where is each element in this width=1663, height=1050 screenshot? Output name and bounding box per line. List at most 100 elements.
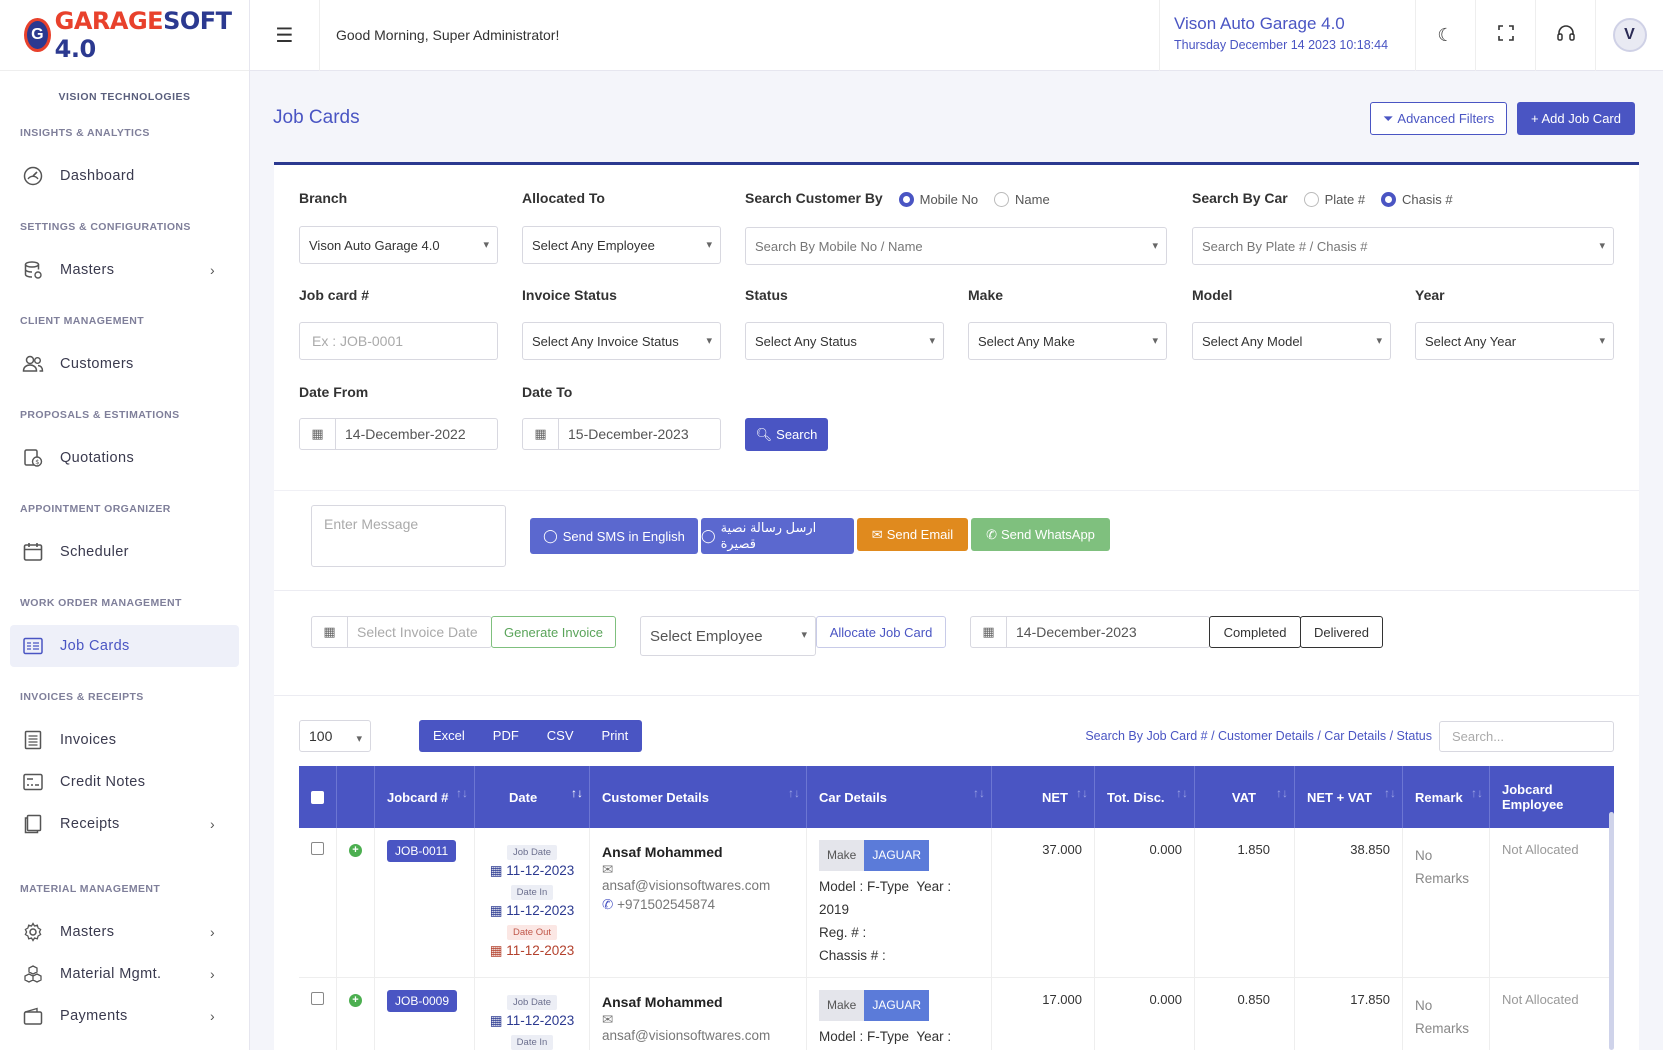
sidebar-item-material-masters[interactable]: Masters › — [10, 911, 239, 953]
car-search-select[interactable]: Search By Plate # / Chasis # — [1192, 227, 1614, 265]
message-textarea[interactable]: Enter Message — [311, 505, 506, 567]
add-job-card-label: + Add Job Card — [1531, 111, 1621, 126]
send-sms-english-button[interactable]: ◯ Send SMS in English — [530, 518, 698, 554]
sidebar-item-invoices[interactable]: Invoices — [10, 719, 239, 761]
jobcard-number-label: Job card # — [299, 287, 370, 303]
sidebar-item-dashboard[interactable]: Dashboard — [10, 155, 239, 197]
sidebar-item-quotations[interactable]: $ Quotations — [10, 437, 239, 479]
table-row[interactable]: + JOB-0009 Job Date ▦ 11-12-2023 Date In… — [299, 978, 1614, 1050]
header-employee[interactable]: Jobcard Employee — [1490, 766, 1614, 828]
model-select[interactable]: Select Any Model — [1192, 322, 1391, 360]
name-radio[interactable] — [994, 191, 1010, 207]
customer-email[interactable]: ansaf@visionsoftwares.com — [602, 1028, 771, 1043]
sort-icon: ↑↓ — [1176, 786, 1188, 800]
section-invoices: INVOICES & RECEIPTS — [20, 691, 144, 703]
search-customer-group: Search Customer By Mobile No Name — [745, 190, 1050, 207]
send-email-button[interactable]: ✉ Send Email — [857, 518, 968, 551]
add-job-card-button[interactable]: + Add Job Card — [1517, 102, 1635, 135]
table-search-input[interactable]: Search... — [1439, 721, 1614, 752]
status-select[interactable]: Select Any Status — [745, 322, 944, 360]
status-date-picker[interactable]: ▦ 14-December-2023 — [970, 616, 1210, 648]
make-select[interactable]: Select Any Make — [968, 322, 1167, 360]
vat-value: 0.850 — [1237, 992, 1270, 1007]
dark-mode-toggle[interactable]: ☾ — [1415, 0, 1475, 71]
database-icon — [22, 259, 44, 281]
invoice-icon — [22, 729, 44, 751]
section-insights: INSIGHTS & ANALYTICS — [20, 127, 150, 139]
customer-email[interactable]: ansaf@visionsoftwares.com — [602, 878, 771, 893]
allocate-job-card-button[interactable]: Allocate Job Card — [816, 616, 946, 648]
support-button[interactable] — [1535, 0, 1595, 71]
header-customer[interactable]: Customer Details ↑↓ — [590, 766, 807, 828]
invoice-date-picker[interactable]: ▦ Select Invoice Date — [311, 616, 492, 648]
header-netvat[interactable]: NET + VAT ↑↓ — [1295, 766, 1403, 828]
csv-button[interactable]: CSV — [546, 728, 574, 743]
search-button[interactable]: 🔍︎ Search — [745, 418, 828, 451]
table-scrollbar[interactable] — [1609, 812, 1614, 1050]
plate-radio[interactable] — [1303, 191, 1319, 207]
user-menu[interactable]: V — [1595, 0, 1663, 71]
sidebar-item-scheduler[interactable]: Scheduler — [10, 531, 239, 573]
print-button[interactable]: Print — [601, 728, 629, 743]
row-checkbox[interactable] — [311, 842, 324, 855]
employee-cell: Not Allocated — [1490, 828, 1614, 977]
row-checkbox[interactable] — [311, 992, 324, 1005]
pdf-button[interactable]: PDF — [492, 728, 519, 743]
header-net[interactable]: NET ↑↓ — [992, 766, 1095, 828]
send-sms-arabic-button[interactable]: ◯ ارسل رسالة نصية قصيرة — [701, 518, 854, 554]
page-size-select[interactable]: 100 — [299, 720, 371, 752]
send-whatsapp-button[interactable]: ✆ Send WhatsApp — [971, 518, 1110, 551]
select-all-checkbox[interactable] — [311, 790, 324, 804]
date-from-picker[interactable]: ▦ 14-December-2022 — [299, 418, 498, 450]
year-select[interactable]: Select Any Year — [1415, 322, 1614, 360]
disc-value: 0.000 — [1149, 842, 1182, 857]
header-disc[interactable]: Tot. Disc. ↑↓ — [1095, 766, 1195, 828]
table-row[interactable]: + JOB-0011 Job Date ▦ 11-12-2023 Date In… — [299, 828, 1614, 978]
delivered-button[interactable]: Delivered — [1300, 616, 1383, 648]
jobcard-icon — [22, 635, 44, 657]
section-settings: SETTINGS & CONFIGURATIONS — [20, 221, 191, 233]
header-vat[interactable]: VAT ↑↓ — [1195, 766, 1295, 828]
excel-button[interactable]: Excel — [433, 728, 465, 743]
app-logo[interactable]: G GARAGESOFT 4.0 — [0, 0, 249, 71]
sidebar-item-customers[interactable]: Customers — [10, 343, 239, 385]
advanced-filters-button[interactable]: ⏷ Advanced Filters — [1370, 102, 1508, 135]
sidebar-item-jobcards[interactable]: Job Cards — [10, 625, 239, 667]
header-jobcard-label: Jobcard # — [387, 789, 449, 805]
branch-select[interactable]: Vison Auto Garage 4.0 — [299, 226, 498, 264]
expand-plus-icon[interactable]: + — [349, 844, 362, 857]
sidebar-item-receipts[interactable]: Receipts › — [10, 803, 239, 845]
header-jobcard[interactable]: Jobcard # ↑↓ — [375, 766, 475, 828]
date-in-text: 11-12-2023 — [506, 903, 575, 918]
top-header: ☰ Good Morning, Super Administrator! Vis… — [250, 0, 1663, 71]
sidebar-item-credit-notes[interactable]: Credit Notes — [10, 761, 239, 803]
jobcard-badge[interactable]: JOB-0011 — [387, 840, 457, 862]
row-select-cell — [299, 828, 337, 977]
moon-icon: ☾ — [1437, 24, 1454, 45]
fullscreen-toggle[interactable] — [1475, 0, 1535, 71]
expand-plus-icon[interactable]: + — [349, 994, 362, 1007]
customer-search-select[interactable]: Search By Mobile No / Name — [745, 227, 1167, 265]
chasis-radio[interactable] — [1380, 191, 1396, 207]
net-cell: 37.000 — [992, 828, 1095, 977]
invoice-status-select[interactable]: Select Any Invoice Status — [522, 322, 721, 360]
header-date[interactable]: Date ↑↓ — [475, 766, 590, 828]
sidebar-item-payments[interactable]: Payments › — [10, 995, 239, 1037]
send-whatsapp-label: Send WhatsApp — [1000, 527, 1095, 542]
customer-phone[interactable]: ✆ +971502545874 — [602, 897, 794, 913]
allocated-to-select[interactable]: Select Any Employee — [522, 226, 721, 264]
header-remark[interactable]: Remark ↑↓ — [1403, 766, 1490, 828]
select-employee-select[interactable]: Select Employee — [640, 616, 816, 656]
mobile-no-radio[interactable] — [898, 191, 914, 207]
sidebar-item-material-mgmt[interactable]: Material Mgmt. › — [10, 953, 239, 995]
completed-button[interactable]: Completed — [1209, 616, 1301, 648]
menu-toggle-icon[interactable]: ☰ — [250, 0, 320, 71]
headset-icon — [1556, 23, 1576, 48]
jobcard-number-input[interactable]: Ex : JOB-0001 — [299, 322, 498, 360]
gear-logo-icon: G — [24, 18, 51, 52]
header-car[interactable]: Car Details ↑↓ — [807, 766, 992, 828]
date-to-picker[interactable]: ▦ 15-December-2023 — [522, 418, 721, 450]
jobcard-badge[interactable]: JOB-0009 — [387, 990, 458, 1012]
generate-invoice-button[interactable]: Generate Invoice — [491, 616, 616, 648]
sidebar-item-masters[interactable]: Masters › — [10, 249, 239, 291]
